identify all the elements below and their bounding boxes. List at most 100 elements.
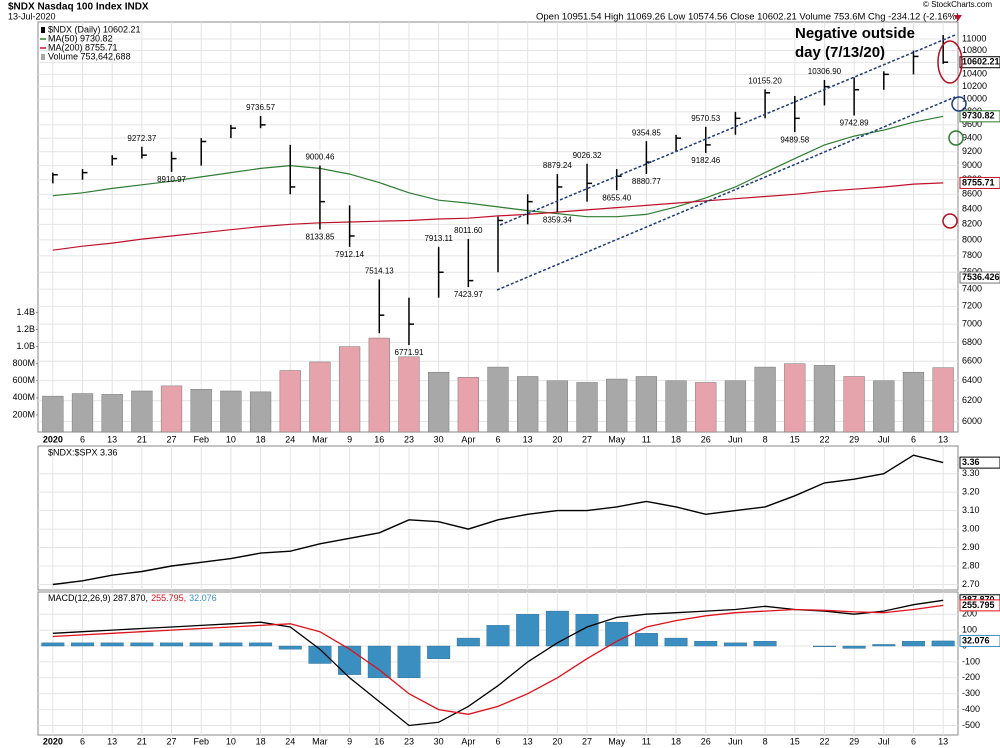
y-tick-label: -100 [962,656,980,666]
y-tick-label: 8400 [962,203,982,213]
x-tick-label: 13 [523,434,533,444]
y-tick-label: 10200 [962,81,987,91]
volume-bar [249,391,272,433]
histogram-bar [160,642,184,647]
price-label: 9354.85 [632,128,661,137]
histogram-bar [812,645,836,648]
volume-bar [784,363,806,433]
volume-tick-label: 1.0B [16,341,35,351]
x-tick-label: 24 [285,434,295,444]
price-label: 8359.34 [543,215,572,224]
volume-bar [398,356,420,433]
down-arrow [954,15,962,21]
quote: Open 10951.54 High 11069.26 Low 10574.56… [536,12,959,23]
histogram-bar [634,633,658,647]
price-label: 6771.91 [395,348,424,357]
x-tick-label: Jun [728,736,743,746]
histogram-bar [427,645,451,659]
x-tick-label: 16 [374,736,384,746]
y-tick-label: 2.80 [962,560,980,570]
volume-bar [71,393,94,433]
y-tick-label: 3.00 [962,523,980,533]
histogram-bar [902,641,925,647]
x-tick-label: Jul [878,434,890,444]
x-tick-label: 23 [404,736,414,746]
legend-title: $NDX (Daily) 10602.21 [48,24,141,34]
y-tick-label: 3.20 [962,487,980,497]
y-tick-label: 10000 [962,93,987,103]
volume-bar [813,365,836,433]
volume-bar [843,376,865,433]
volume-bar [487,366,509,433]
value-box-label: 9730.82 [962,111,995,121]
x-tick-label: 11 [642,736,651,746]
legend-label: MA(50) 9730.82 [48,33,113,43]
value-box [959,634,1000,647]
x-tick-label: May [608,736,626,746]
legend-label: Volume 753,642,688 [48,51,131,61]
x-tick-label: Feb [193,434,209,444]
x-tick-label: 20 [552,434,562,444]
volume-bar [635,376,658,433]
histogram-bar [723,642,747,647]
value-box-label: 7536.4268 [962,272,1000,282]
y-tick-label: -200 [962,672,980,682]
x-tick-label: Apr [461,434,475,444]
y-tick-label: 6200 [962,395,982,405]
value-box-label: 8755.71 [962,177,995,187]
volume-bar [338,346,361,433]
y-tick-label: 7000 [962,319,982,329]
x-tick-label: 29 [849,736,859,746]
y-tick-label: 10800 [962,45,987,55]
x-tick-label: 30 [434,736,444,746]
volume-bar [902,371,925,433]
volume-bar [428,371,450,433]
panel-title: $NDX:$SPX 3.36 [48,447,118,457]
x-tick-label: 13 [938,736,948,746]
y-tick-label: 7200 [962,301,982,311]
price-label: 9272.37 [127,134,156,143]
volume-bar [606,378,628,433]
moving-average [52,182,944,251]
green-circle [948,130,964,146]
histogram-bar [71,642,94,647]
x-tick-label: 8 [763,434,768,444]
histogram-bar [486,625,510,647]
x-tick-label: 18 [671,736,681,746]
legend-swatch [41,54,45,60]
price-label: 7514.13 [365,267,394,276]
x-tick-label: Feb [193,736,209,746]
x-tick-label: 8 [763,736,768,746]
volume-bar [576,382,598,433]
x-tick-label: 13 [523,736,533,746]
upper-channel [499,34,956,226]
red-circle [937,40,963,84]
histogram-bar [41,642,65,647]
x-tick-label: 18 [256,736,266,746]
value-box [959,56,1000,69]
y-tick-label: -500 [962,720,980,730]
x-tick-label: May [608,434,626,444]
blue-circle [951,96,967,112]
x-tick-label: 10 [226,434,236,444]
histogram-bar [753,641,777,647]
price-label: 8910.97 [157,175,186,184]
price-label: 9489.58 [780,135,809,144]
histogram-bar [575,614,599,647]
x-tick-label: 11 [642,434,651,444]
volume-bar [220,390,242,433]
x-tick-label: Jul [878,736,890,746]
histogram-bar [249,642,273,647]
x-tick-label: 6 [80,736,85,746]
volume-bar [695,382,717,433]
volume-bar [754,366,776,433]
volume-bar [309,361,331,433]
histogram-bar [397,645,421,678]
price-label: 9742.89 [840,119,869,128]
price-label: 7912.14 [335,250,364,259]
y-tick-label: 3.10 [962,505,980,515]
legend-label: MACD(12,26,9) 287.870, [48,593,148,603]
x-tick-label: 10 [226,736,236,746]
y-tick-label: -400 [962,704,980,714]
